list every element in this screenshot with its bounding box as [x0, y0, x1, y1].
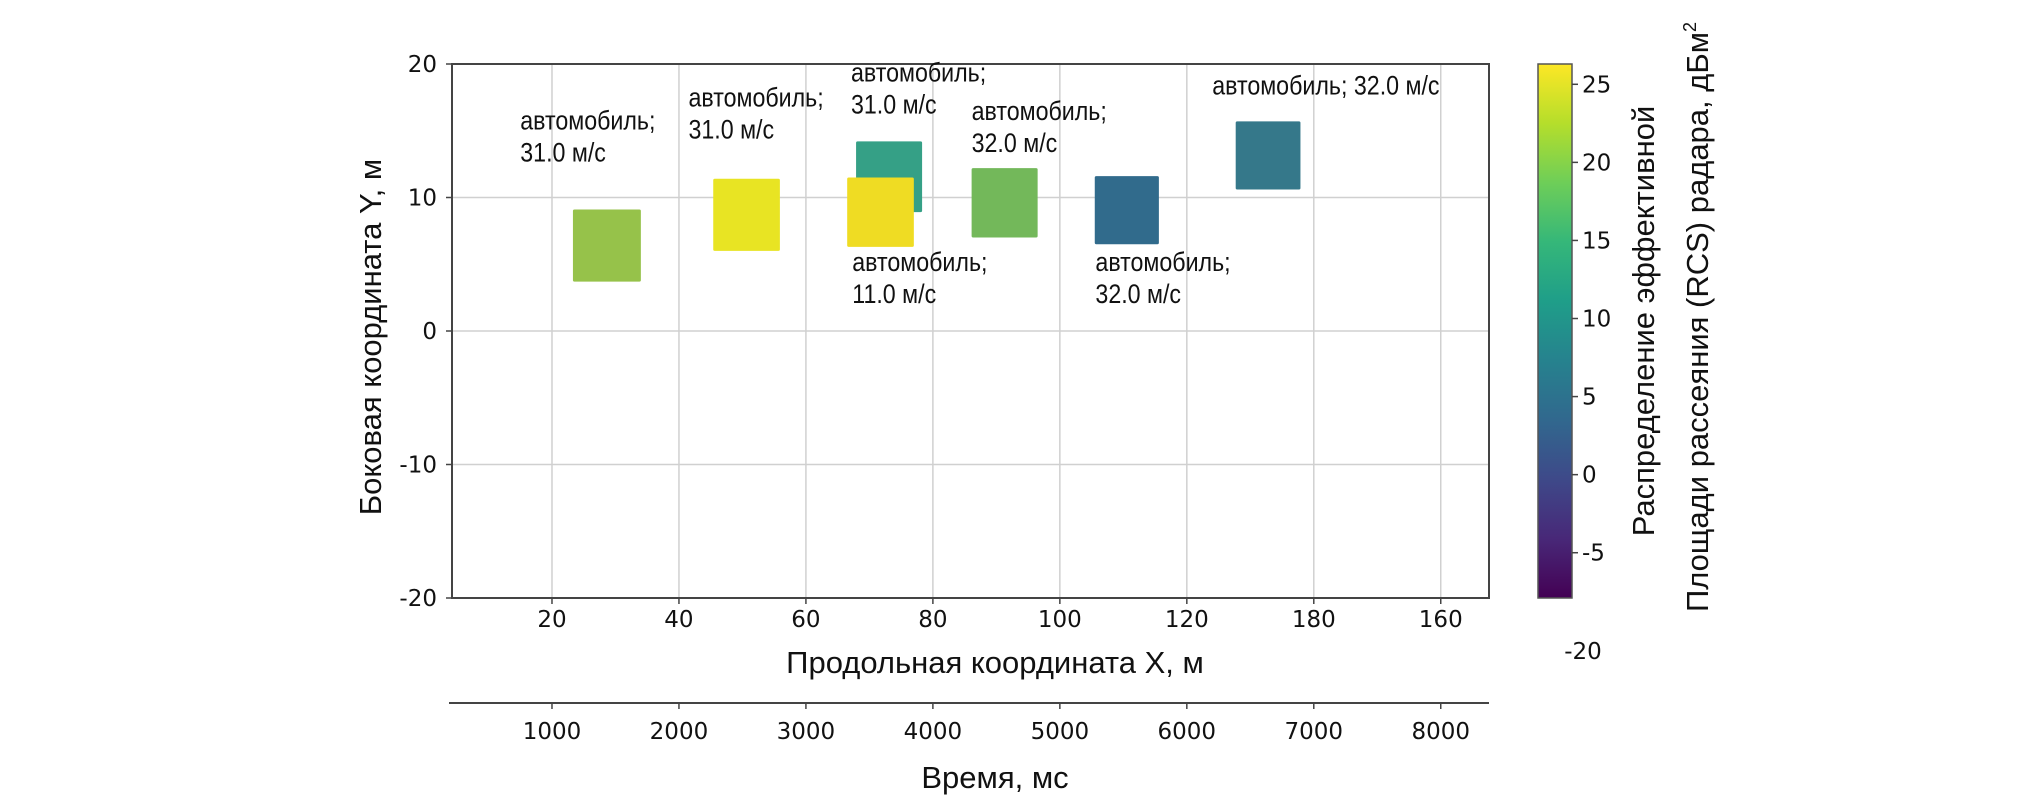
- object-rect: [713, 178, 780, 251]
- object-label: 31.0 м/с: [688, 115, 774, 145]
- time-tick-label: 5000: [1031, 719, 1090, 745]
- colorbar-label-superscript: 2: [1680, 22, 1700, 32]
- object-label: автомобиль;: [1095, 247, 1230, 277]
- object-label: автомобиль;: [852, 247, 987, 277]
- colorbar-tick-label: 5: [1582, 385, 1597, 411]
- colorbar-tick-label: 0: [1582, 463, 1597, 489]
- object-label: автомобиль; 32.0 м/с: [1212, 71, 1439, 101]
- x-tick-label: 40: [664, 607, 693, 633]
- y-axis-label: Боковая координата Y, м: [353, 159, 388, 515]
- object-rect: [572, 209, 641, 282]
- colorbar-extra-label: -20: [1564, 639, 1602, 665]
- colorbar: 25 20 15 10 5 0 -5 -20 Распределение эффективн…: [1537, 22, 1715, 665]
- time-tick-label: 4000: [904, 719, 963, 745]
- colorbar-tick-label: 10: [1582, 307, 1611, 333]
- time-axis-label: Время, мс: [921, 760, 1068, 795]
- colorbar-label-line2: Площади рассеяния (RCS) радара, дБм2: [1680, 22, 1715, 612]
- x-tick-label: 120: [1165, 607, 1209, 633]
- y-axis: 20 10 0 -10 -20: [399, 52, 452, 612]
- objects: [572, 121, 1301, 282]
- x-tick-label: 180: [1292, 607, 1336, 633]
- time-tick-label: 6000: [1158, 719, 1217, 745]
- time-tick-label: 3000: [777, 719, 836, 745]
- object-label: 31.0 м/с: [520, 138, 606, 168]
- x-axis: 20 40 60 80 100 120 180 160: [537, 598, 1463, 633]
- object-label: автомобиль;: [688, 83, 823, 113]
- object-rect: [971, 168, 1038, 238]
- x-tick-label: 60: [791, 607, 820, 633]
- x-tick-label: 100: [1038, 607, 1082, 633]
- object-rect: [1235, 121, 1301, 190]
- x-axis-label: Продольная координата X, м: [786, 645, 1204, 680]
- object-rect: [847, 177, 914, 247]
- x-tick-label: 160: [1419, 607, 1463, 633]
- colorbar-tick-label: 20: [1582, 150, 1611, 176]
- x-tick-label: 80: [918, 607, 947, 633]
- object-label: 32.0 м/с: [972, 128, 1058, 158]
- colorbar-ticks: 25 20 15 10 5 0 -5: [1572, 72, 1611, 567]
- x-tick-label: 20: [537, 607, 566, 633]
- time-tick-label: 8000: [1411, 719, 1470, 745]
- object-label: 31.0 м/с: [851, 90, 937, 120]
- object-label: автомобиль;: [972, 96, 1107, 126]
- object-label: автомобиль;: [851, 58, 986, 88]
- time-tick-label: 7000: [1285, 719, 1344, 745]
- colorbar-label-line1: Распределение эффективной: [1626, 106, 1661, 537]
- object-label: 32.0 м/с: [1095, 279, 1181, 309]
- colorbar-label-line2-text: Площади рассеяния (RCS) радара, дБм: [1680, 32, 1715, 612]
- y-tick-label: -10: [399, 453, 437, 479]
- colorbar-gradient: [1537, 63, 1573, 599]
- object-label: автомобиль;: [520, 106, 655, 136]
- y-tick-label: -20: [399, 586, 437, 612]
- object-rect: [1094, 176, 1159, 245]
- grid: [452, 64, 1489, 598]
- colorbar-tick-label: 25: [1582, 72, 1611, 98]
- colorbar-tick-label: -5: [1582, 541, 1605, 567]
- colorbar-tick-label: 15: [1582, 228, 1611, 254]
- time-tick-label: 2000: [650, 719, 709, 745]
- y-tick-label: 10: [408, 186, 437, 212]
- time-axis: 1000 2000 3000 4000 5000 6000 7000 8000: [449, 702, 1489, 745]
- object-label: 11.0 м/с: [852, 279, 936, 309]
- time-tick-label: 1000: [523, 719, 582, 745]
- y-tick-label: 0: [422, 319, 437, 345]
- y-tick-label: 20: [408, 52, 437, 78]
